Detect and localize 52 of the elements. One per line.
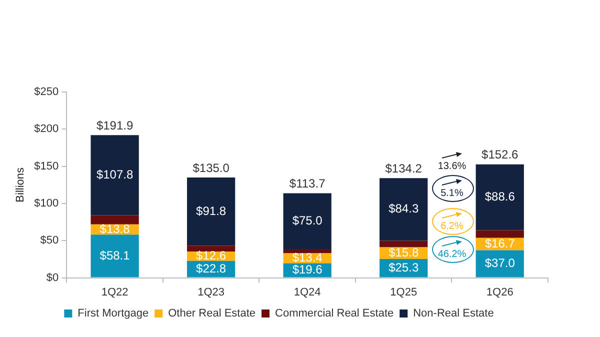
data-label: $75.0 [292, 213, 323, 228]
data-label: $12.6 [196, 248, 226, 262]
data-label: $22.8 [196, 261, 226, 276]
data-label: $13.4 [292, 250, 323, 265]
annotation: 6.2% [440, 221, 464, 232]
data-label: $19.6 [292, 262, 323, 277]
data-label: $16.7 [484, 236, 516, 250]
data-label: $84.3 [388, 202, 419, 216]
bar [476, 164, 524, 230]
legend-label: Non-Real Estate [413, 308, 494, 320]
bar [90, 215, 139, 224]
total-label: $152.6 [482, 148, 519, 162]
legend-label: Other Real Estate [168, 308, 256, 320]
y-axis-title: Billions [14, 166, 27, 202]
bar [90, 234, 139, 278]
bar [283, 249, 332, 254]
data-label: $58.1 [100, 248, 130, 262]
bar [476, 230, 524, 238]
annotation: 46.2% [436, 249, 468, 260]
bar [380, 178, 428, 241]
y-tick-label: $0 [46, 272, 59, 284]
bar [380, 240, 428, 248]
x-tick-label: 1Q26 [486, 286, 514, 298]
y-tick-label: $50 [40, 234, 59, 247]
total-label: $135.0 [192, 160, 230, 175]
legend-label: First Mortgage [78, 308, 149, 320]
y-tick-label: $250 [34, 86, 59, 98]
data-label: $91.8 [196, 204, 226, 218]
bar [187, 177, 236, 246]
y-tick-label: $150 [34, 160, 59, 172]
bar [90, 135, 139, 216]
annotation: 5.1% [440, 188, 464, 199]
x-tick-label: 1Q24 [294, 286, 321, 298]
bar [476, 250, 524, 278]
legend-label: Commercial Real Estate [275, 308, 394, 320]
bar [187, 246, 236, 252]
data-label: $13.8 [100, 222, 130, 236]
data-label: $37.0 [484, 256, 516, 270]
total-label: $134.2 [385, 161, 422, 176]
annotation: 13.6% [436, 161, 468, 172]
data-label: $15.8 [388, 245, 419, 260]
bar [283, 193, 332, 250]
data-label: $88.6 [484, 190, 516, 204]
x-tick-label: 1Q23 [198, 286, 225, 298]
total-label: $113.7 [289, 176, 326, 191]
data-label: $25.3 [388, 260, 419, 274]
x-tick-label: 1Q22 [101, 286, 128, 298]
data-label: $107.8 [96, 168, 134, 182]
total-label: $191.9 [96, 118, 134, 132]
y-tick-label: $200 [34, 123, 59, 136]
x-tick-label: 1Q25 [390, 286, 418, 298]
y-tick-label: $100 [34, 198, 59, 210]
